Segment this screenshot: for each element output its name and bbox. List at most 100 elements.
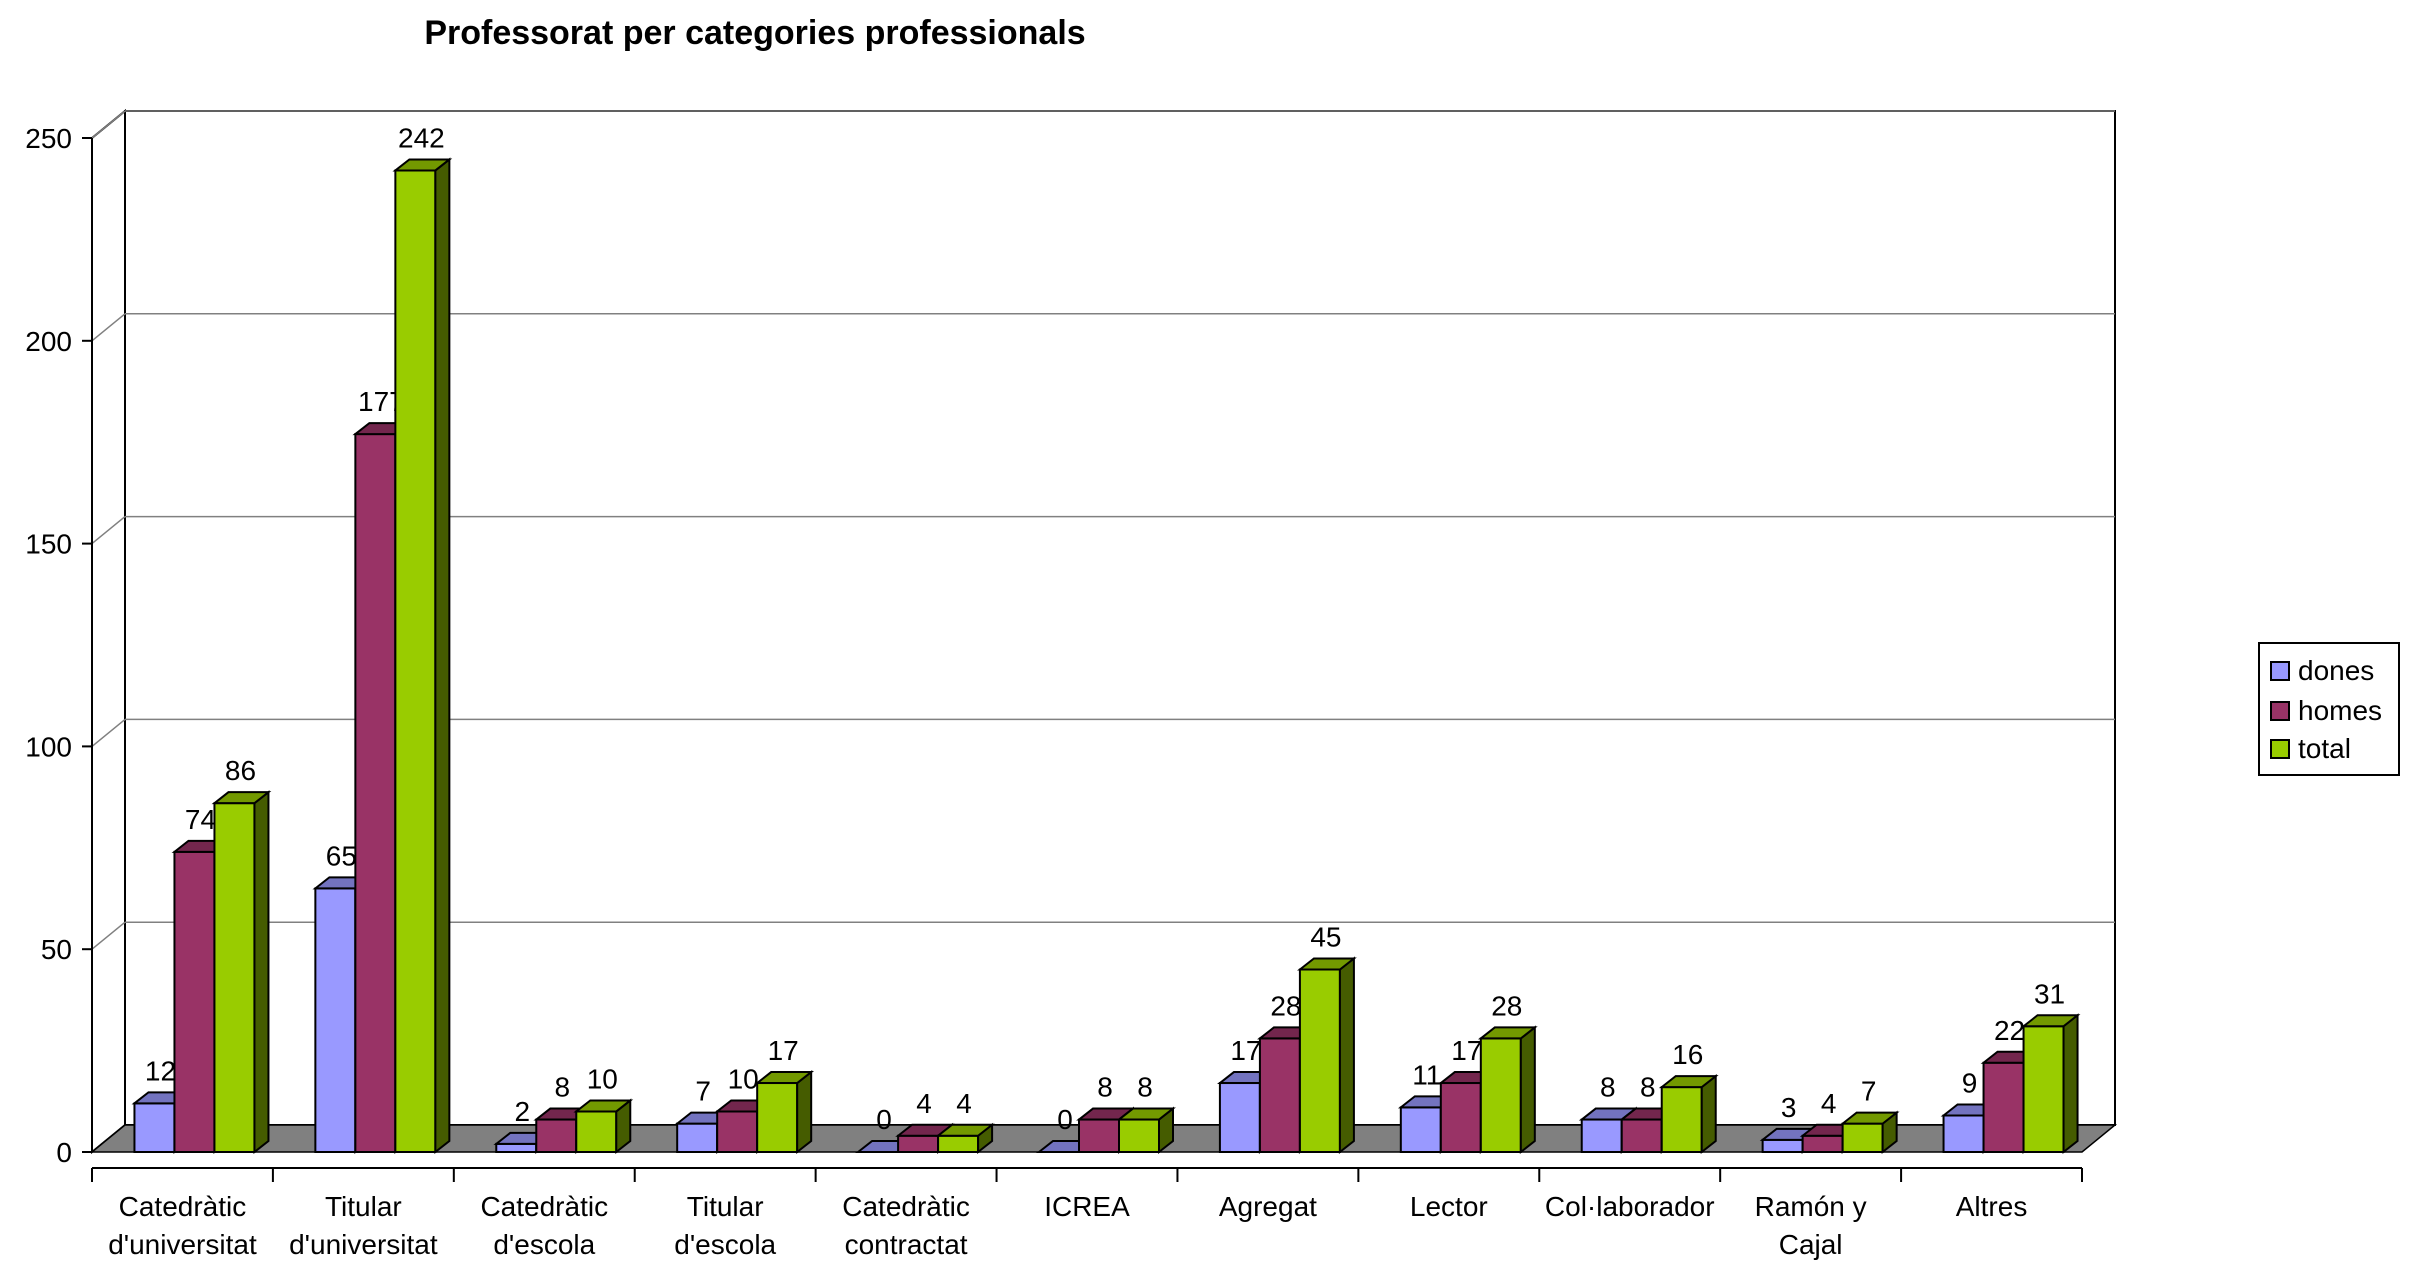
data-label: 8 [554,1072,570,1103]
data-label: 8 [1640,1072,1656,1103]
bar-dones [1580,1118,1623,1154]
gridline-side [91,516,126,545]
side-wall [91,108,126,1155]
bar-total [1841,1122,1884,1154]
x-tick-label-line: Agregat [1219,1191,1317,1222]
bar-total [2022,1025,2065,1154]
x-tick-label-line: Ramón y [1755,1191,1867,1222]
bar-top-total [211,791,272,805]
data-label: 17 [768,1035,799,1066]
x-tick-label: Catedràtic contractat [842,1191,970,1260]
bar-top-total [1116,1107,1176,1121]
bar-dones [676,1122,719,1154]
data-label: 12 [145,1055,176,1086]
legend-label-homes: homes [2298,695,2383,726]
bar-dones [1399,1106,1442,1154]
bar-side-total [253,790,270,1155]
data-label: 11 [1412,1059,1441,1090]
bar-homes [1439,1082,1482,1153]
chart-title: Professorat per categories professionals [424,14,1086,52]
data-label: 22 [1994,1015,2025,1046]
bar-top-total [1477,1026,1538,1040]
bar-side-total [2062,1013,2079,1155]
y-tick-label: 250 [25,123,72,154]
bar-dones [314,887,357,1153]
legend-swatch-homes [2270,701,2290,721]
data-label: 8 [1137,1072,1153,1103]
y-tick-label: 50 [41,934,72,965]
bar-top-total [2020,1014,2081,1028]
bar-total [1479,1037,1522,1154]
data-label: 3 [1781,1092,1797,1123]
legend-item-homes: homes [2270,694,2382,728]
legend-item-dones: dones [2270,654,2374,688]
x-tick-label: Lector [1410,1191,1488,1222]
gridline-side [91,718,126,747]
bar-top-total [1658,1075,1719,1089]
data-label: 31 [2034,978,2065,1009]
bar-dones [1942,1114,1985,1153]
bar-top-total [392,158,453,172]
bar-homes [1801,1134,1844,1153]
data-label: 74 [185,804,216,835]
x-tick-label-line: d'universitat [108,1229,257,1260]
x-tick-label: Col·laborador [1545,1191,1715,1222]
bar-total [1298,968,1341,1153]
bar-side-total [1338,956,1355,1155]
bar-dones [495,1142,538,1153]
legend: dones homes total [2258,642,2400,776]
x-tick-label-line: d'escola [674,1229,776,1260]
bar-dones [1761,1138,1804,1154]
legend-label-dones: dones [2298,655,2375,686]
bar-total [1118,1118,1160,1154]
data-label: 2 [514,1096,530,1127]
bar-homes [1258,1037,1301,1154]
bar-homes [1982,1061,2025,1153]
data-label: 7 [1861,1076,1877,1107]
bar-total [1660,1086,1703,1153]
data-label: 8 [1097,1072,1113,1103]
x-tick-label-line: d'universitat [289,1229,438,1260]
data-label: 7 [695,1076,711,1107]
x-tick-label-line: Lector [1410,1191,1488,1222]
bar-homes [897,1134,940,1153]
bar-total [213,802,256,1154]
x-tick-label: Titular d'universitat [289,1191,438,1260]
gridline-side [91,110,126,139]
data-label: 17 [1230,1035,1261,1066]
bar-homes [1078,1118,1120,1154]
x-tick-label-line: d'escola [493,1229,595,1260]
bar-side-total [1519,1025,1536,1155]
data-label: 65 [326,840,357,871]
x-tick-label-line: Catedràtic [119,1191,247,1222]
x-tick-label-line: Altres [1956,1191,2028,1222]
bar-top-total [573,1099,634,1113]
data-label: 28 [1491,990,1522,1021]
x-tick-label-line: Cajal [1779,1229,1843,1260]
x-tick-label: Agregat [1219,1191,1317,1222]
y-tick-label: 150 [25,529,72,560]
data-label: 0 [876,1104,892,1135]
legend-swatch-dones [2270,661,2290,681]
data-label: 45 [1310,921,1341,952]
data-label: 10 [587,1063,618,1094]
bar-total [575,1110,618,1153]
x-tick-label: Ramón y Cajal [1755,1191,1867,1260]
gridline-side [91,313,126,342]
legend-swatch-total [2270,739,2290,759]
x-tick-label: Altres [1956,1191,2028,1222]
data-label: 28 [1270,990,1301,1021]
y-tick-label: 100 [25,731,72,762]
x-tick-label-line: Catedràtic [480,1191,608,1222]
bar-total [756,1082,799,1153]
data-label: 10 [728,1063,759,1094]
data-label: 9 [1962,1067,1978,1098]
legend-label-total: total [2298,733,2351,764]
data-label: 242 [398,122,445,153]
data-label: 16 [1672,1039,1703,1070]
x-tick-label-line: Catedràtic [842,1191,970,1222]
bar-side-total [434,157,451,1155]
bar-top-total [754,1071,815,1085]
